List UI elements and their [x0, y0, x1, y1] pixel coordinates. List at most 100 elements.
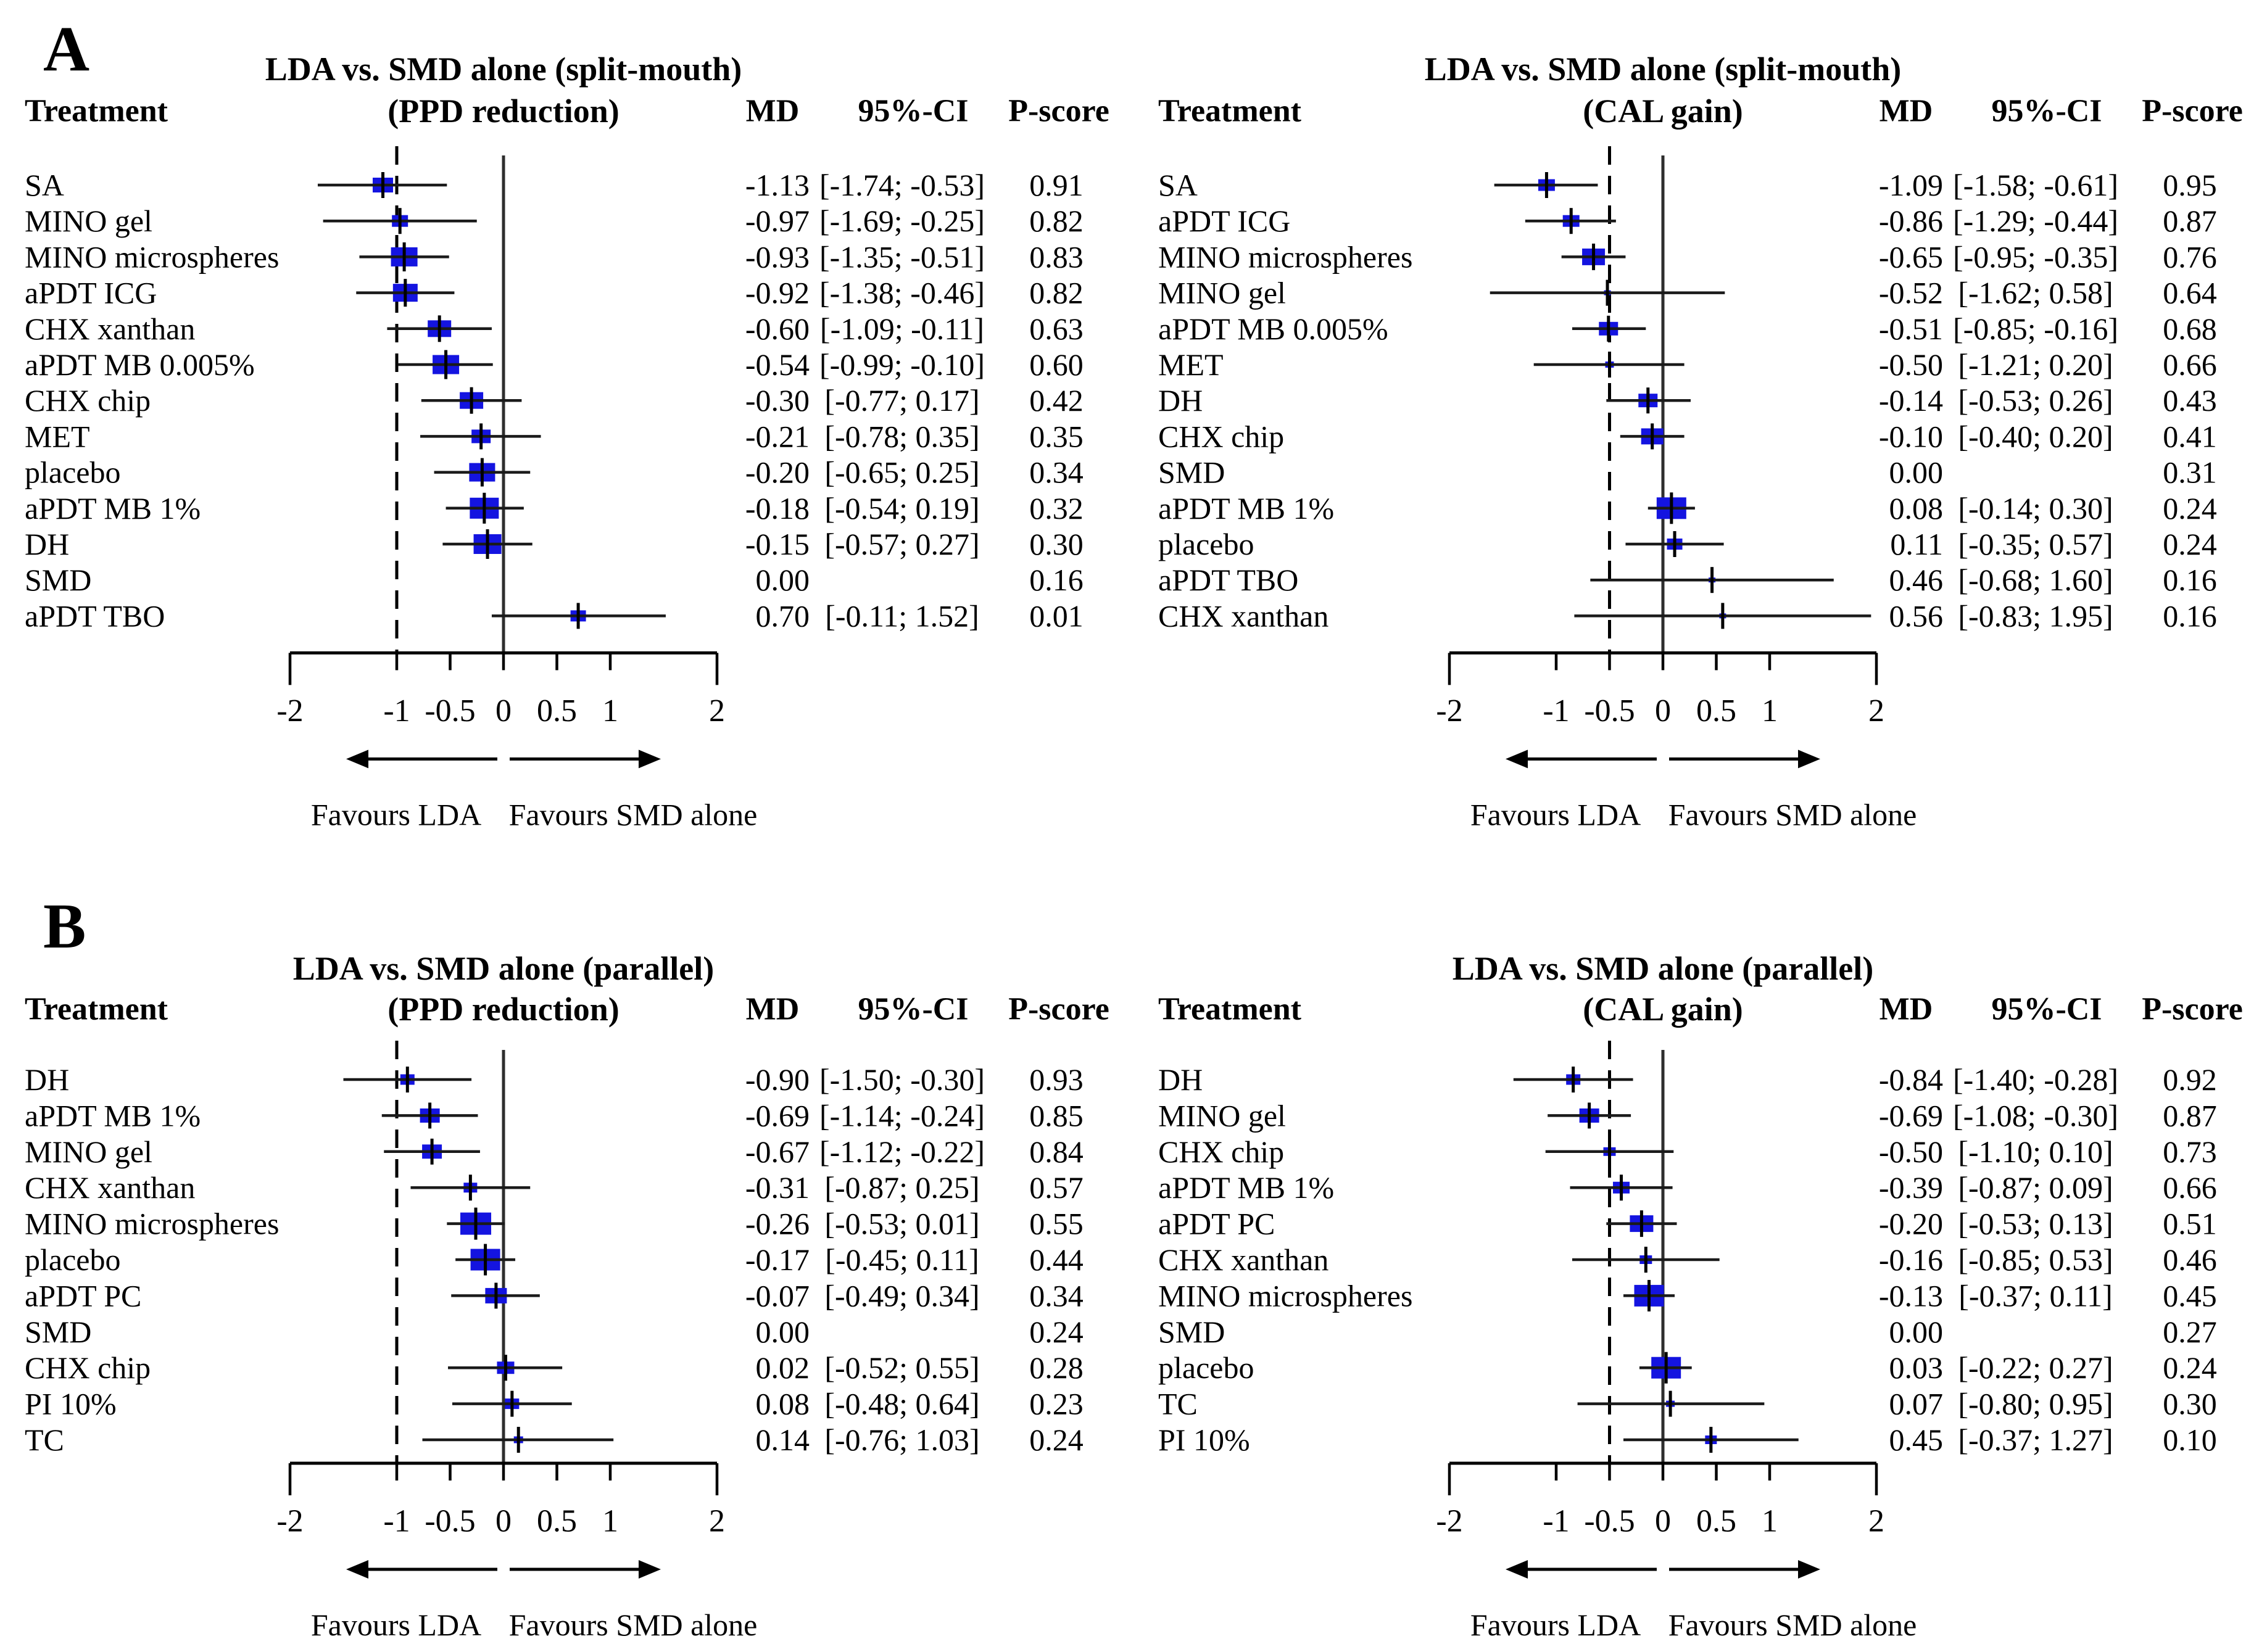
- pscore-value: 0.76: [2163, 239, 2217, 274]
- treatment-label: SA: [25, 168, 64, 202]
- ci-value: [-0.76; 1.03]: [824, 1423, 979, 1457]
- point-estimate-tick: [1668, 1390, 1672, 1417]
- point-estimate-tick: [1606, 279, 1609, 306]
- point-estimate-tick: [404, 279, 407, 307]
- md-value: -0.31: [745, 1170, 810, 1205]
- favours-right-label: Favours SMD alone: [1668, 797, 1917, 832]
- pscore-value: 0.87: [2163, 1098, 2217, 1133]
- md-value: 0.14: [756, 1423, 810, 1457]
- ci-value: [-0.54; 0.19]: [824, 491, 979, 526]
- pscore-value: 0.16: [2163, 563, 2217, 597]
- ci-value: [-1.14; -0.24]: [819, 1098, 985, 1133]
- md-value: -0.67: [745, 1134, 810, 1169]
- ci-value: [-0.87; 0.25]: [824, 1170, 979, 1205]
- point-estimate-tick: [480, 458, 484, 487]
- forest-plot-svg: LDA vs. SMD alone (split-mouth) (CAL gain…: [1158, 51, 2243, 832]
- point-estimate-tick: [504, 1355, 507, 1381]
- x-tick-label: -1: [383, 693, 410, 729]
- section-label-b: B: [43, 891, 86, 962]
- point-estimate-tick: [576, 603, 580, 629]
- treatment-label: MINO microspheres: [25, 239, 279, 274]
- ci-value: [-1.08; -0.30]: [1953, 1098, 2118, 1133]
- pscore-value: 0.34: [1029, 455, 1084, 490]
- md-value: -0.26: [745, 1207, 810, 1241]
- md-value: 0.08: [756, 1387, 810, 1421]
- treatment-label: CHX xanthan: [25, 312, 195, 346]
- x-tick-label: 0.5: [537, 1504, 577, 1539]
- md-value: -0.39: [1879, 1170, 1943, 1205]
- md-value: -0.20: [1879, 1207, 1943, 1241]
- treatment-label: CHX chip: [25, 1350, 151, 1385]
- md-value: -0.51: [1879, 312, 1943, 346]
- point-estimate-tick: [1651, 423, 1654, 450]
- treatment-label: MINO microspheres: [1158, 1278, 1412, 1313]
- favours-right-arrowhead-icon: [1798, 750, 1820, 769]
- x-tick-label: 0: [495, 693, 512, 729]
- ci-value: [-0.14; 0.30]: [1958, 491, 2113, 526]
- md-value: -0.90: [745, 1062, 810, 1097]
- x-tick-label: 2: [709, 693, 725, 729]
- favours-left-label: Favours LDA: [311, 1608, 481, 1642]
- ci-value: [-0.37; 1.27]: [1958, 1423, 2113, 1457]
- treatment-label: TC: [1158, 1387, 1198, 1421]
- pscore-value: 0.43: [2163, 383, 2217, 418]
- pscore-value: 0.32: [1029, 491, 1084, 526]
- treatment-label: placebo: [1158, 527, 1254, 561]
- ci-value: [-0.53; 0.13]: [1958, 1207, 2113, 1241]
- point-estimate-tick: [468, 1175, 472, 1201]
- ci-value: [-0.45; 0.11]: [825, 1242, 979, 1277]
- x-tick-label: 1: [1762, 1504, 1778, 1539]
- x-tick-label: 1: [602, 1504, 618, 1539]
- x-tick-label: -0.5: [425, 693, 475, 729]
- treatment-label: DH: [1158, 1062, 1203, 1097]
- panel-title-line2: (PPD reduction): [388, 991, 619, 1028]
- column-header-pscore: P-score: [1008, 94, 1109, 129]
- treatment-label: MINO microspheres: [1158, 239, 1412, 274]
- pscore-value: 0.24: [2163, 491, 2217, 526]
- pscore-value: 0.35: [1029, 419, 1084, 453]
- pscore-value: 0.31: [2163, 455, 2217, 490]
- point-estimate-tick: [1608, 1138, 1611, 1165]
- md-value: 0.00: [756, 1315, 810, 1349]
- treatment-label: CHX xanthan: [1158, 1242, 1328, 1277]
- treatment-label: MINO microspheres: [25, 1207, 279, 1241]
- point-estimate-tick: [1644, 1247, 1647, 1273]
- pscore-value: 0.51: [2163, 1207, 2217, 1241]
- treatment-label: aPDT MB 1%: [1158, 1170, 1334, 1205]
- md-value: -0.14: [1879, 383, 1943, 418]
- favours-right-label: Favours SMD alone: [509, 797, 758, 832]
- column-header-treatment: Treatment: [1158, 992, 1302, 1027]
- column-header-treatment: Treatment: [1158, 94, 1302, 129]
- pscore-value: 0.16: [1029, 563, 1084, 597]
- treatment-label: MINO gel: [1158, 1098, 1286, 1133]
- md-value: 0.02: [756, 1350, 810, 1385]
- point-estimate-tick: [402, 242, 406, 271]
- ci-value: [-1.62; 0.58]: [1958, 276, 2113, 310]
- md-value: 0.00: [1889, 1315, 1944, 1349]
- pscore-value: 0.24: [1029, 1423, 1084, 1457]
- point-estimate-tick: [398, 208, 402, 234]
- md-value: 0.00: [756, 563, 810, 597]
- ci-value: [-1.69; -0.25]: [819, 204, 985, 238]
- panel-title-line2: (CAL gain): [1583, 93, 1743, 130]
- forest-panel-a-left: LDA vs. SMD alone (split-mouth) (PPD redu…: [0, 0, 1134, 891]
- point-estimate-tick: [1673, 531, 1676, 557]
- column-header-ci: 95%-CI: [858, 94, 968, 129]
- column-header-treatment: Treatment: [25, 992, 168, 1027]
- md-value: 0.11: [1890, 527, 1943, 561]
- column-header-ci: 95%-CI: [858, 992, 968, 1027]
- column-header-ci: 95%-CI: [1991, 94, 2102, 129]
- point-estimate-tick: [1572, 1067, 1575, 1092]
- ci-value: [-1.21; 0.20]: [1958, 347, 2113, 382]
- ci-value: [-0.22; 0.27]: [1958, 1350, 2113, 1385]
- pscore-value: 0.46: [2163, 1242, 2217, 1277]
- ci-value: [-1.40; -0.28]: [1953, 1062, 2118, 1097]
- pscore-value: 0.41: [2163, 419, 2217, 453]
- panel-title-line1: LDA vs. SMD alone (parallel): [293, 950, 715, 987]
- md-value: -0.97: [745, 204, 810, 238]
- ci-value: [-1.38; -0.46]: [819, 276, 985, 310]
- favours-left-arrowhead-icon: [1506, 1560, 1528, 1579]
- point-estimate-tick: [484, 1244, 487, 1276]
- treatment-label: aPDT MB 0.005%: [25, 347, 255, 382]
